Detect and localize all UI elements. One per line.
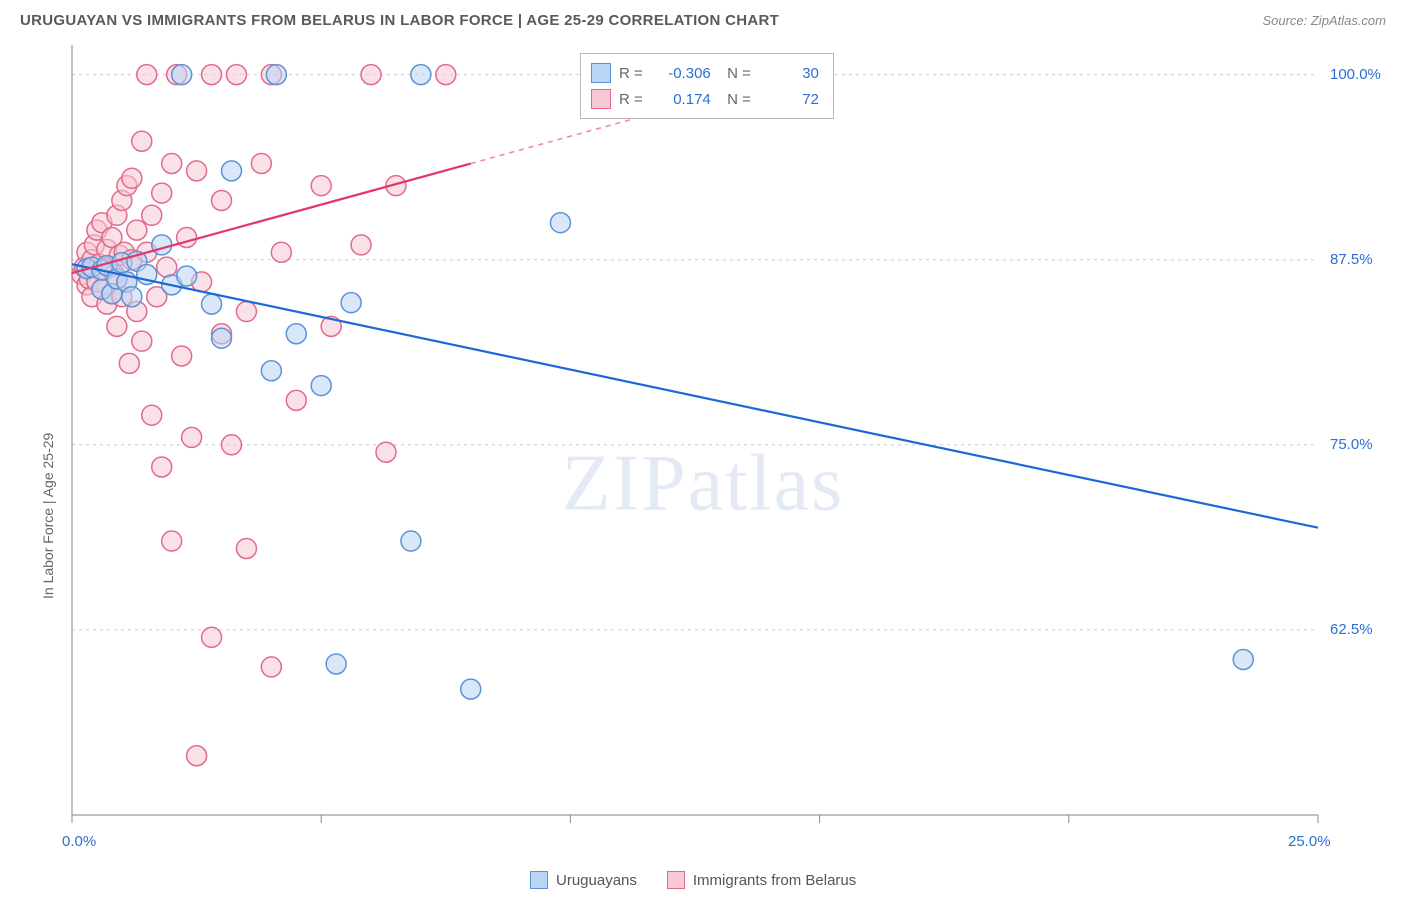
stats-row-series-0: R = -0.306 N = 30 xyxy=(591,60,819,86)
y-tick-label: 87.5% xyxy=(1330,251,1373,268)
legend-label-1: Immigrants from Belarus xyxy=(693,872,856,889)
swatch-series-0 xyxy=(591,63,611,83)
chart-container: ZIPatlas R = -0.306 N = 30 R = 0.174 N =… xyxy=(20,37,1386,897)
legend-swatch-1 xyxy=(667,871,685,889)
stat-n-value-1: 72 xyxy=(759,91,819,108)
legend-label-0: Uruguayans xyxy=(556,872,637,889)
y-tick-label: 62.5% xyxy=(1330,621,1373,638)
y-tick-label: 75.0% xyxy=(1330,436,1373,453)
y-axis-title: In Labor Force | Age 25-29 xyxy=(40,433,56,599)
scatter-chart xyxy=(20,37,1386,897)
stat-n-label: N = xyxy=(719,91,751,108)
source-name: ZipAtlas.com xyxy=(1311,13,1386,28)
stat-r-label: R = xyxy=(619,91,643,108)
stat-n-value-0: 30 xyxy=(759,65,819,82)
legend-item-0: Uruguayans xyxy=(530,871,637,889)
legend-item-1: Immigrants from Belarus xyxy=(667,871,856,889)
x-axis-min-label: 0.0% xyxy=(62,833,96,850)
stat-r-value-0: -0.306 xyxy=(651,65,711,82)
series-legend: Uruguayans Immigrants from Belarus xyxy=(530,871,856,889)
chart-source: Source: ZipAtlas.com xyxy=(1262,13,1386,28)
stat-n-label: N = xyxy=(719,65,751,82)
chart-title: URUGUAYAN VS IMMIGRANTS FROM BELARUS IN … xyxy=(20,12,779,29)
y-tick-label: 100.0% xyxy=(1330,66,1381,83)
correlation-stats-box: R = -0.306 N = 30 R = 0.174 N = 72 xyxy=(580,53,834,119)
legend-swatch-0 xyxy=(530,871,548,889)
x-axis-max-label: 25.0% xyxy=(1288,833,1331,850)
stat-r-value-1: 0.174 xyxy=(651,91,711,108)
stat-r-label: R = xyxy=(619,65,643,82)
stats-row-series-1: R = 0.174 N = 72 xyxy=(591,86,819,112)
chart-header: URUGUAYAN VS IMMIGRANTS FROM BELARUS IN … xyxy=(0,0,1406,37)
swatch-series-1 xyxy=(591,89,611,109)
source-prefix: Source: xyxy=(1262,13,1310,28)
